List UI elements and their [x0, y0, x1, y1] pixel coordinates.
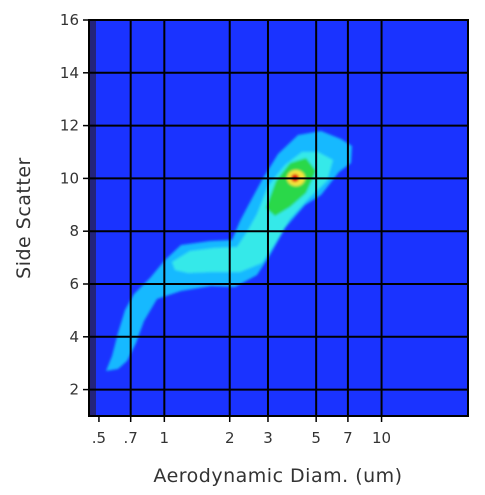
y-tick-label: 4 [69, 328, 79, 346]
y-axis-title: Side Scatter [13, 157, 35, 279]
y-tick-label: 2 [69, 381, 79, 399]
y-tick-label: 16 [60, 11, 79, 29]
x-axis: .5 .7 1 2 3 5 7 10 [92, 416, 391, 447]
grid-lines [89, 20, 468, 416]
x-tick-label: .7 [124, 429, 138, 447]
y-tick-label: 8 [69, 222, 79, 240]
x-tick-label: 3 [263, 429, 273, 447]
x-axis-title: Aerodynamic Diam. (um) [153, 465, 402, 487]
y-tick-label: 12 [60, 117, 79, 135]
x-tick-label: 2 [225, 429, 235, 447]
density-contour-core [266, 158, 316, 216]
y-tick-label: 10 [60, 169, 79, 187]
x-tick-label: 1 [160, 429, 170, 447]
x-tick-label: 5 [311, 429, 321, 447]
plot-frame [88, 19, 469, 417]
x-tick-label: 10 [372, 429, 391, 447]
x-tick-label: .5 [92, 429, 106, 447]
plot-left-strip [89, 20, 96, 416]
y-tick-label: 6 [69, 275, 79, 293]
y-tick-label: 14 [60, 64, 79, 82]
x-tick-label: 7 [343, 429, 353, 447]
y-axis: 2 4 6 8 10 12 14 16 [60, 11, 89, 399]
